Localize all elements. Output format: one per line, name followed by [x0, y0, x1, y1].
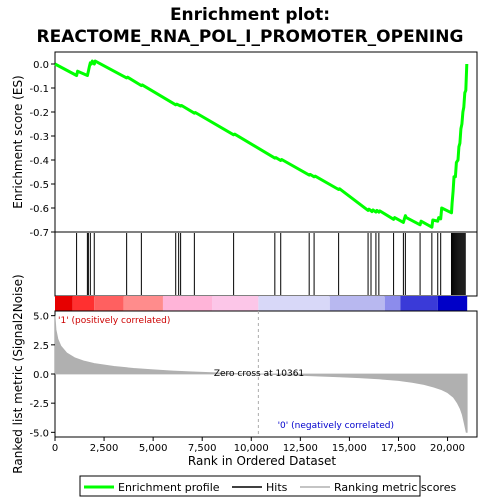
es-ytick-label: -0.7	[29, 228, 49, 239]
metric-ytick-label: 2.5	[33, 341, 49, 352]
hits-panel	[54, 231, 478, 297]
metric-ytick-label: 5.0	[33, 312, 49, 323]
colorbar-segment	[94, 296, 124, 311]
ranking-metric-area	[54, 315, 468, 433]
chart-title: Enrichment plot:	[170, 5, 330, 25]
enrichment-profile-line	[54, 59, 469, 229]
metric-xtick-label: 5,000	[139, 443, 168, 454]
metric-ytick-label: 0.0	[33, 370, 49, 381]
pos-correlated-label: '1' (positively correlated)	[58, 316, 170, 326]
metric-xtick-label: 12,500	[283, 443, 318, 454]
metric-ytick-label: -2.5	[29, 399, 49, 410]
neg-correlated-label: '0' (negatively correlated)	[278, 421, 394, 431]
colorbar-segment	[162, 296, 213, 311]
es-ytick-label: 0.0	[33, 60, 49, 71]
colorbar-segment	[329, 296, 385, 311]
zero-cross-label: Zero cross at 10361	[214, 369, 304, 379]
metric-xtick-label: 0	[52, 443, 58, 454]
legend-frame	[79, 475, 421, 497]
es-ytick-label: -0.6	[29, 204, 49, 215]
hits-panel-frame	[54, 231, 478, 297]
metric-xtick-label: 7,500	[188, 443, 217, 454]
metric-panel: 5.0 2.5 0.0 -2.5 -5.00 2,500 5,000 7,500 10,000 1…	[11, 274, 478, 474]
es-ytick-label: -0.2	[29, 108, 49, 119]
colorbar-segment	[55, 296, 73, 311]
es-panel: 0.0 -0.1 -0.2 -0.3 -0.4 -0.5 -0.6 -0.7 Enrichme…	[11, 51, 478, 239]
colorbar-segment	[212, 296, 259, 311]
metric-xtick-label: 20,000	[430, 443, 465, 454]
metric-xtick-label: 15,000	[332, 443, 367, 454]
colorbar-segment	[123, 296, 163, 311]
metric-xlabel: Rank in Ordered Dataset	[188, 454, 336, 468]
colorbar-segment	[400, 296, 438, 311]
metric-xtick-label: 17,500	[381, 443, 416, 454]
chart-subtitle: REACTOME_RNA_POL_I_PROMOTER_OPENING	[37, 27, 464, 47]
colorbar-segment	[437, 296, 468, 311]
es-ytick-label: -0.1	[29, 84, 49, 95]
es-ytick-label: -0.5	[29, 180, 49, 191]
colorbar-segment	[384, 296, 401, 311]
es-ytick-label: -0.4	[29, 156, 49, 167]
metric-ylabel: Ranked list metric (Signal2Noise)	[11, 274, 25, 473]
rank-colorbar	[55, 296, 468, 311]
colorbar-segment	[72, 296, 95, 311]
metric-ytick-label: -5.0	[29, 428, 49, 439]
legend-ranking-label: Ranking metric scores	[334, 481, 456, 494]
metric-xtick-label: 10,000	[234, 443, 269, 454]
es-ytick-label: -0.3	[29, 132, 49, 143]
legend-enrichment-label: Enrichment profile	[118, 481, 220, 494]
legend-hits-label: Hits	[266, 481, 288, 494]
colorbar-segment	[258, 296, 330, 311]
metric-xtick-label: 2,500	[90, 443, 119, 454]
legend: Enrichment profile Hits Ranking metric s…	[79, 475, 456, 497]
es-panel-frame	[54, 51, 478, 233]
es-ylabel: Enrichment score (ES)	[11, 75, 25, 208]
